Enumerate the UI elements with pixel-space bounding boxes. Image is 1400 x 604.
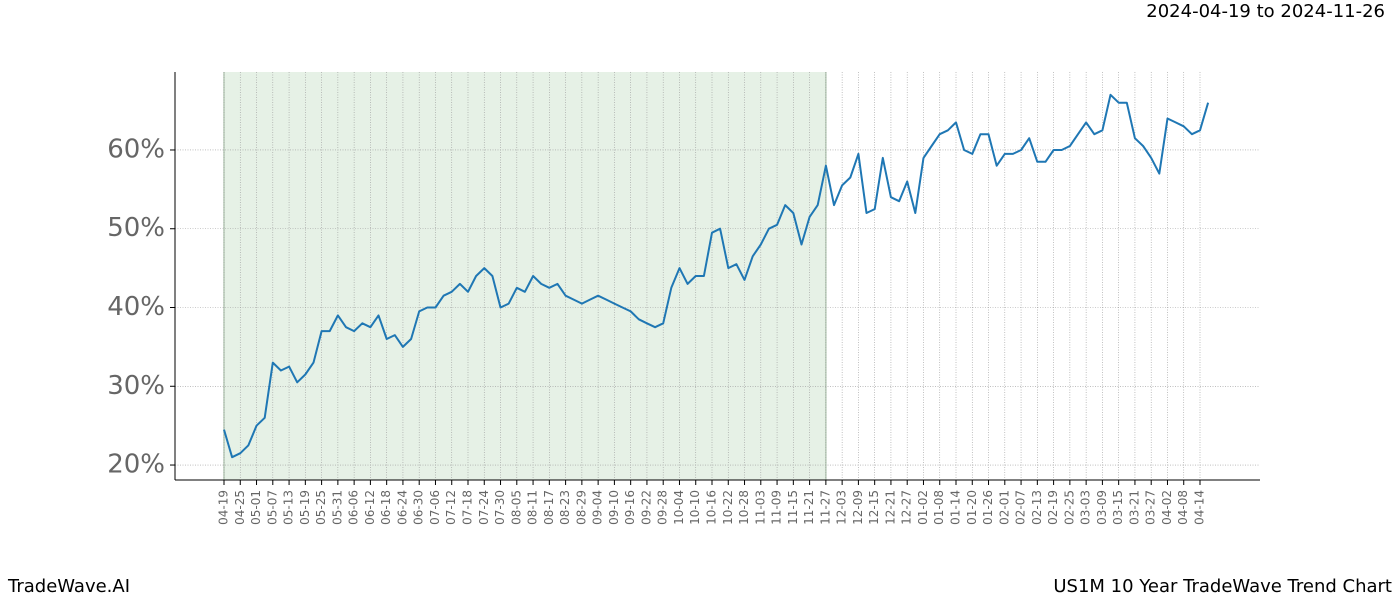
x-tick-label: 03-21 [1127,490,1141,525]
x-tick-label: 02-07 [1014,490,1028,525]
x-tick-label: 03-09 [1095,490,1109,525]
x-tick-label: 12-15 [867,490,881,525]
x-tick-label: 01-26 [981,490,995,525]
x-tick-label: 04-14 [1193,490,1207,525]
y-tick-label: 40% [107,292,165,322]
x-tick-label: 12-27 [900,490,914,525]
y-tick-label: 60% [107,134,165,164]
x-tick-label: 07-24 [477,490,491,525]
x-tick-label: 03-27 [1144,490,1158,525]
x-tick-label: 08-29 [574,490,588,525]
x-tick-label: 11-21 [802,490,816,525]
shaded-region [224,72,826,480]
x-tick-label: 07-30 [493,490,507,525]
x-tick-label: 08-11 [526,490,540,525]
x-tick-label: 09-22 [639,490,653,525]
x-tick-label: 04-25 [233,490,247,525]
x-tick-label: 02-25 [1062,490,1076,525]
x-tick-label: 01-20 [965,490,979,525]
x-tick-label: 02-13 [1030,490,1044,525]
brand: TradeWave.AI [7,576,130,597]
x-tick-label: 01-14 [949,490,963,525]
x-tick-label: 05-01 [249,490,263,525]
x-tick-label: 06-30 [412,490,426,525]
x-tick-label: 06-06 [347,490,361,525]
x-tick-label: 07-18 [461,490,475,525]
x-tick-label: 10-10 [688,490,702,525]
x-tick-label: 10-22 [721,490,735,525]
x-tick-label: 10-04 [672,490,686,525]
x-tick-label: 05-31 [330,490,344,525]
x-tick-label: 02-01 [997,490,1011,525]
x-tick-label: 06-12 [363,490,377,525]
x-tick-label: 01-02 [916,490,930,525]
x-tick-label: 03-03 [1079,490,1093,525]
x-tick-label: 05-13 [282,490,296,525]
x-tick-label: 03-15 [1111,490,1125,525]
x-tick-label: 05-07 [265,490,279,525]
x-tick-label: 10-28 [737,490,751,525]
y-tick-label: 50% [107,213,165,243]
trend-line [223,93,1210,459]
date-range: 2024-04-19 to 2024-11-26 [1146,1,1385,22]
x-tick-label: 07-06 [428,490,442,525]
x-tick-label: 05-19 [298,490,312,525]
x-tick-label: 05-25 [314,490,328,525]
x-tick-label: 06-18 [379,490,393,525]
y-tick-label: 20% [107,450,165,480]
x-tick-label: 09-10 [607,490,621,525]
x-tick-label: 11-03 [753,490,767,525]
caption: US1M 10 Year TradeWave Trend Chart [1053,576,1392,597]
x-tick-label: 12-03 [835,490,849,525]
x-tick-label: 10-16 [705,490,719,525]
x-tick-label: 08-23 [558,490,572,525]
x-tick-label: 08-17 [542,490,556,525]
x-tick-label: 11-09 [770,490,784,525]
x-tick-label: 06-24 [395,490,409,525]
x-tick-label: 01-08 [932,490,946,525]
x-tick-label: 02-19 [1046,490,1060,525]
x-tick-label: 04-19 [217,490,231,525]
x-tick-label: 04-08 [1176,490,1190,525]
x-tick-label: 12-09 [851,490,865,525]
x-tick-label: 11-15 [786,490,800,525]
x-tick-label: 09-04 [591,490,605,525]
x-tick-label: 04-02 [1160,490,1174,525]
x-tick-label: 07-12 [444,490,458,525]
x-tick-label: 08-05 [509,490,523,525]
y-tick-label: 30% [107,371,165,401]
x-tick-label: 09-28 [656,490,670,525]
x-tick-label: 12-21 [883,490,897,525]
x-tick-label: 11-27 [818,490,832,525]
x-tick-label: 09-16 [623,490,637,525]
